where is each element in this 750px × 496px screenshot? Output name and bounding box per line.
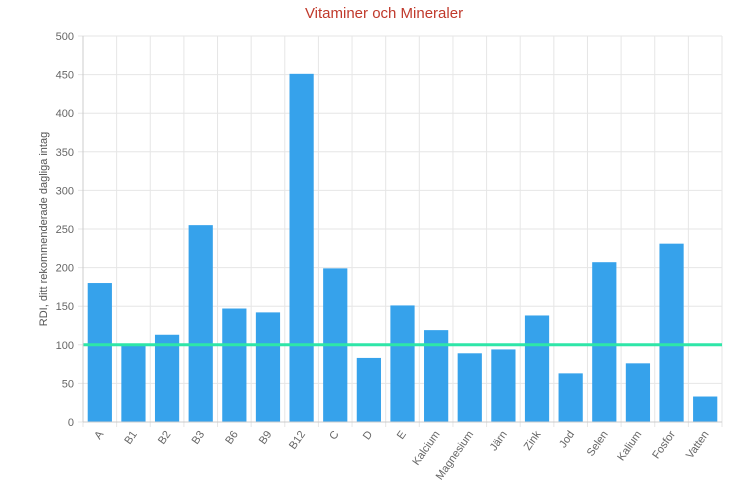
y-tick-label: 350 (56, 147, 74, 159)
x-tick-label: B6 (223, 429, 241, 447)
bar (693, 396, 718, 422)
bar (87, 283, 112, 422)
x-tick-label: B2 (156, 429, 174, 447)
y-tick-label: 100 (56, 340, 74, 352)
bar (356, 357, 381, 422)
y-tick-label: 0 (68, 417, 74, 429)
bar (625, 363, 651, 422)
y-tick-label: 300 (56, 185, 74, 197)
x-tick-label: Jod (557, 429, 577, 450)
x-tick-label: B12 (287, 429, 308, 452)
y-axis-label: RDI, ditt rekommenderade dagliga intag (38, 132, 50, 326)
x-tick-label: Kalium (615, 429, 644, 463)
bar (289, 73, 314, 422)
x-tick-label: A (92, 428, 106, 441)
x-tick-label: B9 (257, 429, 275, 447)
x-tick-label: Fosfor (650, 429, 678, 462)
x-tick-label: B1 (122, 429, 140, 447)
bar (222, 308, 247, 422)
bar (188, 225, 213, 422)
y-tick-label: 450 (56, 70, 74, 82)
bar (558, 373, 583, 422)
x-tick-label: D (361, 429, 375, 442)
bar (154, 334, 180, 422)
bar (659, 243, 684, 422)
x-tick-label: C (327, 429, 341, 442)
x-tick-label: E (395, 429, 409, 442)
chart-title: Vitaminer och Mineraler (305, 5, 463, 22)
bar-layer (87, 73, 718, 422)
x-tick-label: Zink (522, 428, 544, 452)
y-tick-label: 500 (56, 31, 74, 43)
y-tick-label: 200 (56, 263, 74, 275)
bar (255, 312, 281, 422)
bar (491, 349, 516, 422)
y-tick-label: 50 (62, 378, 74, 390)
x-tick-label: Järn (488, 429, 510, 453)
bar (524, 315, 550, 422)
bar (390, 305, 415, 422)
x-tick-label: Selen (585, 429, 611, 459)
bar (592, 262, 617, 422)
y-tick-label: 250 (56, 224, 74, 236)
bar (457, 353, 482, 422)
x-tick-label: B3 (190, 429, 208, 447)
x-tick-label: Kalcium (410, 429, 442, 468)
bar (121, 344, 146, 422)
y-tick-label: 150 (56, 301, 74, 313)
x-tick-label: Vatten (684, 429, 712, 461)
y-tick-label: 400 (56, 108, 74, 120)
